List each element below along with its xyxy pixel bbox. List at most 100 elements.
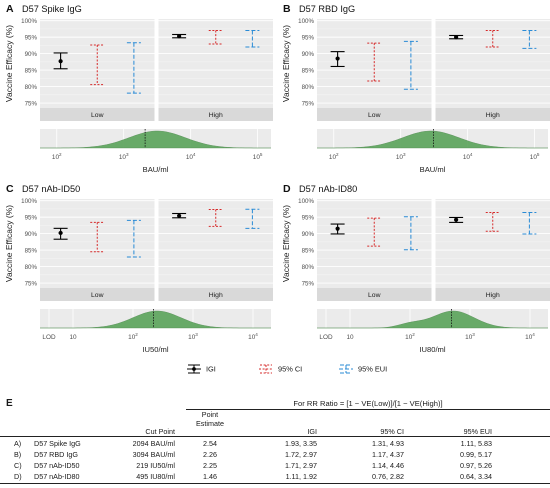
y-tick-label: 85% <box>25 247 38 254</box>
density-x-axis-label: BAU/ml <box>143 165 169 174</box>
row-ci: 1.31, 4.93 <box>372 439 404 448</box>
facet-strip-label: High <box>486 292 500 299</box>
panel-title: D57 nAb-ID50 <box>22 184 80 194</box>
row-marker: D57 RBD IgG <box>34 450 78 459</box>
facet-high: High <box>435 199 550 301</box>
row-ci: 1.17, 4.37 <box>372 450 404 459</box>
panel-title: D57 Spike IgG <box>22 4 82 14</box>
legend-label: 95% CI <box>278 365 302 374</box>
density-x-tick-label: 105 <box>530 152 540 161</box>
row-eui: 0.97, 5.26 <box>460 461 492 470</box>
row-cut-point: 2094 BAU/ml <box>132 439 175 448</box>
tick-base: 10 <box>186 154 194 161</box>
legend-label: IGI <box>206 365 216 374</box>
tick-base: 10 <box>463 154 471 161</box>
row-id: D) <box>14 472 22 481</box>
column-header-point-line2: Estimate <box>196 419 224 428</box>
facet-strip-label: High <box>209 112 223 119</box>
row-point-estimate: 1.46 <box>203 472 217 481</box>
igi-errorbar <box>172 33 187 39</box>
y-tick-label: 80% <box>302 84 315 91</box>
density-x-tick-label: LOD <box>42 334 56 341</box>
eui-errorbar <box>245 208 260 229</box>
density-x-tick-label: 105 <box>253 152 263 161</box>
tick-base: 10 <box>188 334 196 341</box>
row-marker: D57 nAb-ID80 <box>34 472 80 481</box>
facet-high: High <box>158 19 273 121</box>
igi-point <box>335 56 340 61</box>
row-id: C) <box>14 461 22 470</box>
density-x-tick-label: LOD <box>319 334 333 341</box>
row-marker: D57 Spike IgG <box>34 439 81 448</box>
row-point-estimate: 2.54 <box>203 439 217 448</box>
y-tick-label: 95% <box>302 35 315 42</box>
column-header-eui: 95% EUI <box>463 427 492 436</box>
tick-exponent: 3 <box>403 152 406 157</box>
tick-base: 10 <box>128 334 136 341</box>
y-tick-label: 95% <box>302 215 315 222</box>
tick-exponent: 2 <box>336 152 339 157</box>
igi-errorbar <box>449 34 464 40</box>
y-tick-label: 90% <box>302 231 315 238</box>
row-ci: 0.76, 2.82 <box>372 472 404 481</box>
panel-letter: B <box>283 3 291 15</box>
y-tick-label: 95% <box>25 215 38 222</box>
facet-strip <box>435 288 550 301</box>
panel-title: D57 RBD IgG <box>299 4 355 14</box>
row-cut-point: 495 IU80/ml <box>136 472 175 481</box>
tick-exponent: 3 <box>126 152 129 157</box>
panel-title: D57 nAb-ID80 <box>299 184 357 194</box>
column-header-ci: 95% CI <box>380 427 404 436</box>
rr-ratio-header: For RR Ratio = [1 − VE(Low)]/[1 − VE(Hig… <box>293 399 443 408</box>
facet-strip-label: Low <box>368 292 381 299</box>
y-axis-label: Vaccine Efficacy (%) <box>4 25 14 102</box>
legend: IGI 95% CI 95% EUI <box>187 364 387 374</box>
ci-errorbar <box>90 221 105 253</box>
igi-point <box>454 35 459 40</box>
facet-strip <box>158 108 273 121</box>
igi-errorbar <box>53 52 68 70</box>
facet-low: Low <box>40 19 155 121</box>
tick-base: LOD <box>319 334 333 341</box>
rr-header-rule <box>186 409 550 410</box>
row-cut-point: 3094 BAU/ml <box>132 450 175 459</box>
density-x-tick-label: 104 <box>525 332 535 341</box>
tick-exponent: 3 <box>472 332 475 337</box>
y-tick-label: 90% <box>25 51 38 58</box>
y-tick-label: 100% <box>298 198 314 205</box>
tick-exponent: 3 <box>195 332 198 337</box>
ci-errorbar <box>367 217 382 247</box>
y-tick-label: 75% <box>302 280 315 287</box>
facet-high: High <box>435 19 550 121</box>
density-x-tick-label: 103 <box>465 332 475 341</box>
facet-strip <box>317 288 432 301</box>
table-bottom-rule <box>0 483 550 484</box>
igi-errorbar <box>172 212 187 219</box>
eui-errorbar <box>403 216 418 251</box>
igi-point <box>454 217 459 222</box>
facet-low: Low <box>40 199 155 301</box>
eui-errorbar <box>126 219 141 258</box>
row-igi: 1.71, 2.97 <box>285 461 317 470</box>
density-x-axis-label: BAU/ml <box>420 165 446 174</box>
tick-exponent: 4 <box>193 152 196 157</box>
density-x-tick-label: 104 <box>186 152 196 161</box>
facet-strip <box>40 108 155 121</box>
y-tick-label: 85% <box>302 67 315 74</box>
facet-high: High <box>158 199 273 301</box>
tick-base: 10 <box>119 154 127 161</box>
panel-c: C D57 nAb-ID50 Vaccine Efficacy (%) 75% 80% 8… <box>4 183 273 354</box>
facet-strip-label: Low <box>91 292 104 299</box>
tick-exponent: 2 <box>59 152 62 157</box>
tick-base: 10 <box>396 154 404 161</box>
facet-low: Low <box>317 19 432 121</box>
y-tick-label: 80% <box>25 84 38 91</box>
density-curve <box>40 130 271 149</box>
igi-point <box>335 226 340 231</box>
row-marker: D57 nAb-ID50 <box>34 461 80 470</box>
column-header-cut-point: Cut Point <box>145 427 175 436</box>
facet-background <box>435 19 550 108</box>
tick-base: 10 <box>525 334 533 341</box>
facet-low: Low <box>317 199 432 301</box>
